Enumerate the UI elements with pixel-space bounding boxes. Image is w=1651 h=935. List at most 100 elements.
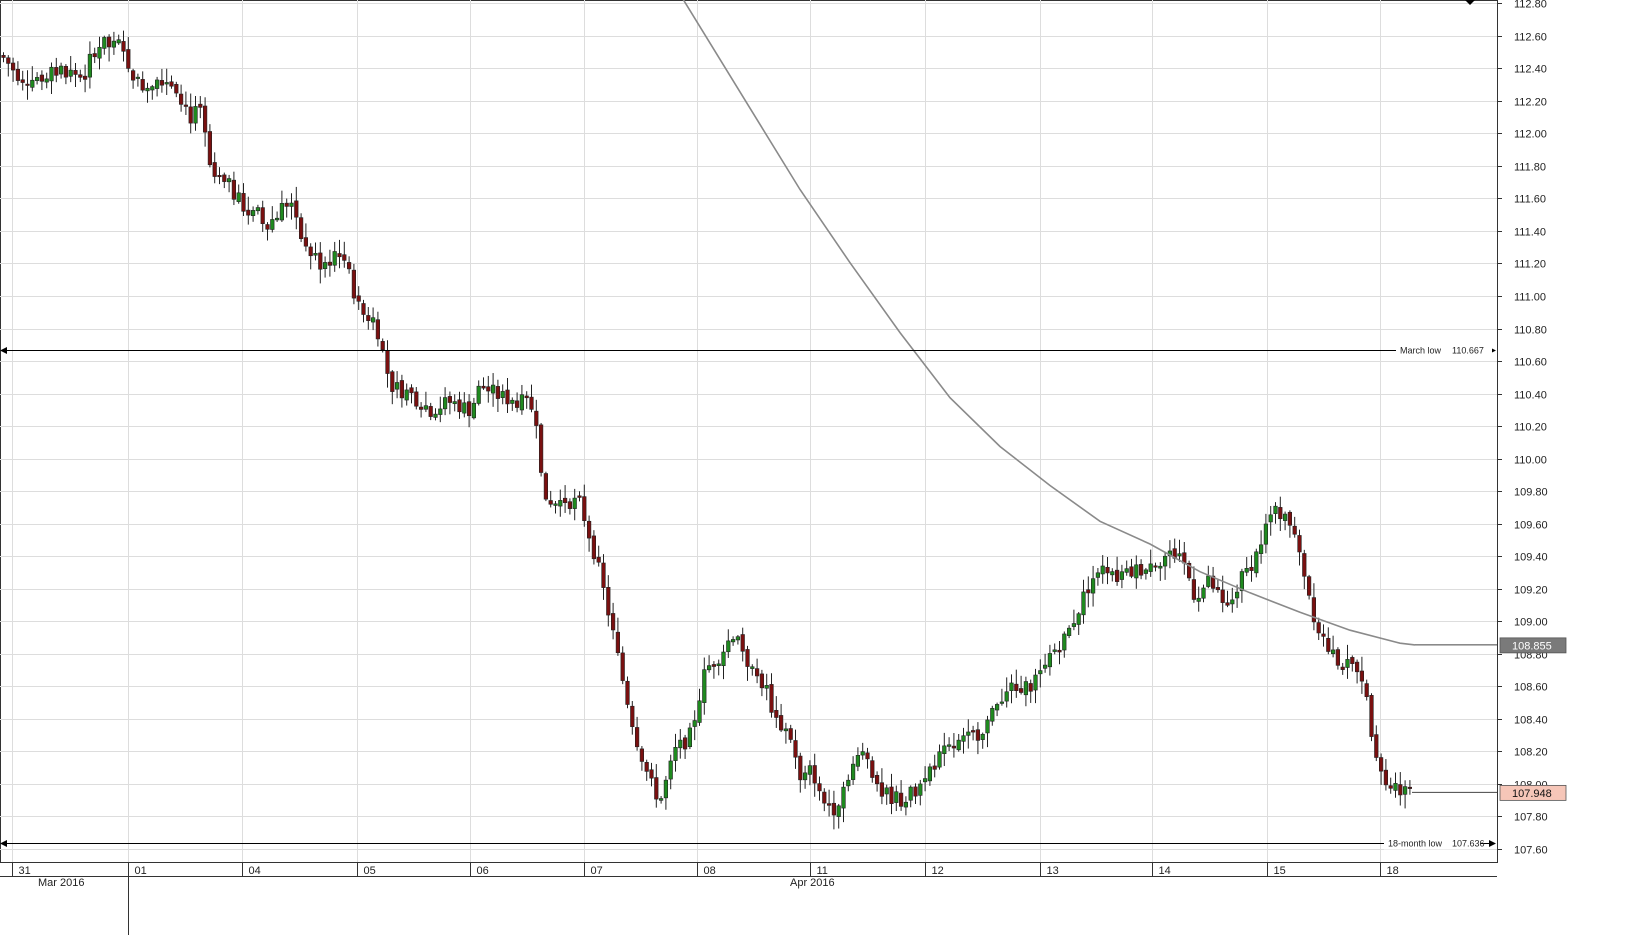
candle-body — [198, 103, 203, 108]
candle-body — [990, 708, 995, 722]
candle-body — [1191, 579, 1196, 600]
candle-body — [860, 751, 865, 756]
grid — [0, 0, 1498, 863]
y-tick-label: 110.40 — [1514, 390, 1547, 402]
candle-body — [6, 57, 11, 64]
candle-body — [164, 82, 169, 85]
candle-body — [534, 410, 539, 426]
y-tick-label: 109.60 — [1514, 520, 1548, 532]
x-day-label: 08 — [704, 865, 716, 877]
candle-body — [754, 668, 760, 677]
candle-body — [740, 634, 745, 652]
candle-body — [1028, 683, 1033, 692]
candle-body — [639, 748, 644, 762]
candle-body — [423, 405, 429, 410]
candle-body — [298, 217, 304, 239]
candle-body — [20, 79, 25, 83]
candle-body — [1407, 786, 1412, 789]
candle-body — [1374, 734, 1379, 758]
candle-body — [889, 786, 894, 804]
candle-body — [1311, 597, 1316, 623]
candle-body — [227, 178, 232, 183]
candle-body — [994, 704, 1000, 711]
candle-body — [25, 83, 30, 86]
candle-body — [649, 769, 654, 779]
candle-body — [1278, 507, 1283, 520]
candle-body — [721, 651, 726, 667]
candle-body — [241, 193, 246, 212]
candle-body — [1115, 569, 1120, 582]
candle-body — [1143, 569, 1148, 574]
candle-body — [807, 765, 812, 775]
candle-body — [1163, 555, 1168, 567]
candle-body — [1225, 602, 1230, 606]
candle-body — [1043, 664, 1048, 669]
candle-body — [418, 406, 424, 410]
candle-body — [606, 587, 611, 616]
candle-body — [798, 755, 803, 781]
candle-body — [1091, 578, 1096, 594]
candle-body — [1235, 591, 1240, 599]
candle-body — [1004, 691, 1009, 702]
candle-body — [1321, 633, 1326, 637]
price-tag-value: 108.855 — [1512, 640, 1552, 652]
candle-body — [903, 801, 908, 808]
candle-body — [999, 701, 1004, 704]
candle-body — [1244, 568, 1249, 573]
candle-body — [322, 262, 328, 270]
candle-body — [1292, 525, 1297, 535]
candle-body — [58, 65, 64, 75]
candle-body — [222, 174, 227, 182]
candle-body — [702, 669, 707, 703]
candle-body — [1124, 568, 1129, 573]
candle-body — [486, 386, 491, 392]
candle-body — [1359, 670, 1364, 682]
candle-body — [1076, 613, 1081, 625]
candle-body — [841, 786, 846, 809]
reference-label-bg — [1396, 344, 1492, 357]
candle-body — [303, 237, 309, 247]
candle-body — [1398, 784, 1403, 796]
y-tick-label: 112.20 — [1514, 97, 1547, 109]
candle-body — [985, 719, 990, 734]
candle-body — [922, 778, 928, 783]
candle-body — [846, 779, 851, 787]
candle-body — [577, 495, 582, 498]
candle-body — [793, 740, 798, 758]
candle-body — [140, 79, 145, 91]
candle-body — [1403, 786, 1408, 795]
candle-body — [1239, 571, 1244, 592]
candle-body — [1095, 572, 1100, 578]
candle-body — [294, 200, 299, 218]
candle-body — [313, 253, 318, 256]
y-tick-label: 108.60 — [1514, 682, 1548, 694]
candle-body — [1100, 565, 1105, 575]
candle-body — [625, 680, 630, 705]
candle-body — [68, 69, 73, 77]
candle-body — [510, 399, 515, 404]
candle-body — [942, 745, 947, 754]
candle-body — [764, 685, 769, 689]
candle-body — [126, 49, 131, 69]
candle-body — [567, 501, 572, 509]
candle-body — [783, 728, 788, 732]
candle-body — [735, 636, 740, 641]
candle-body — [1081, 591, 1086, 616]
candle-body — [505, 389, 510, 405]
candle-body — [318, 252, 323, 270]
candle-body — [980, 733, 985, 740]
candle-body — [596, 556, 601, 563]
candle-body — [409, 387, 414, 394]
candle-body — [1153, 565, 1158, 568]
x-day-label: 18 — [1387, 865, 1399, 877]
candle-body — [716, 663, 721, 666]
candle-body — [135, 76, 141, 79]
candle-body — [217, 175, 222, 178]
candle-body — [697, 700, 702, 723]
y-tick-label: 111.60 — [1514, 194, 1546, 206]
candle-body — [212, 162, 217, 177]
candle-body — [44, 78, 49, 83]
candle-body — [812, 765, 817, 784]
candle-body — [375, 319, 381, 340]
